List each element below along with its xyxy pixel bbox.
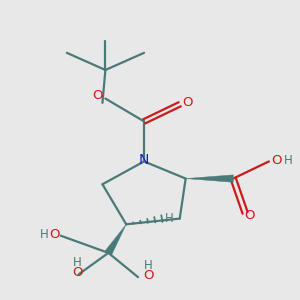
Text: N: N: [139, 153, 149, 167]
Text: O: O: [244, 209, 255, 222]
Text: O: O: [143, 269, 154, 282]
Text: O: O: [72, 266, 83, 279]
Text: O: O: [93, 89, 103, 102]
Text: O: O: [182, 96, 192, 109]
Text: H: H: [40, 228, 49, 241]
Text: H: H: [165, 212, 174, 225]
Text: O: O: [271, 154, 282, 166]
Polygon shape: [186, 175, 233, 182]
Polygon shape: [105, 224, 126, 255]
Text: H: H: [284, 154, 292, 166]
Text: H: H: [73, 256, 82, 269]
Text: O: O: [50, 228, 60, 241]
Text: H: H: [144, 259, 153, 272]
